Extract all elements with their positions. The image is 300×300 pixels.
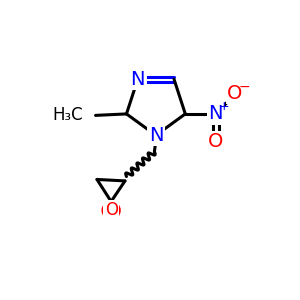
Text: +: + xyxy=(218,100,229,113)
Text: H₃C: H₃C xyxy=(52,106,83,124)
Text: N: N xyxy=(208,104,223,123)
Text: O: O xyxy=(227,84,242,103)
Text: O: O xyxy=(208,132,223,151)
Text: N: N xyxy=(130,70,145,89)
Text: −: − xyxy=(239,80,250,94)
Text: N: N xyxy=(148,126,163,145)
Text: O: O xyxy=(105,201,118,219)
